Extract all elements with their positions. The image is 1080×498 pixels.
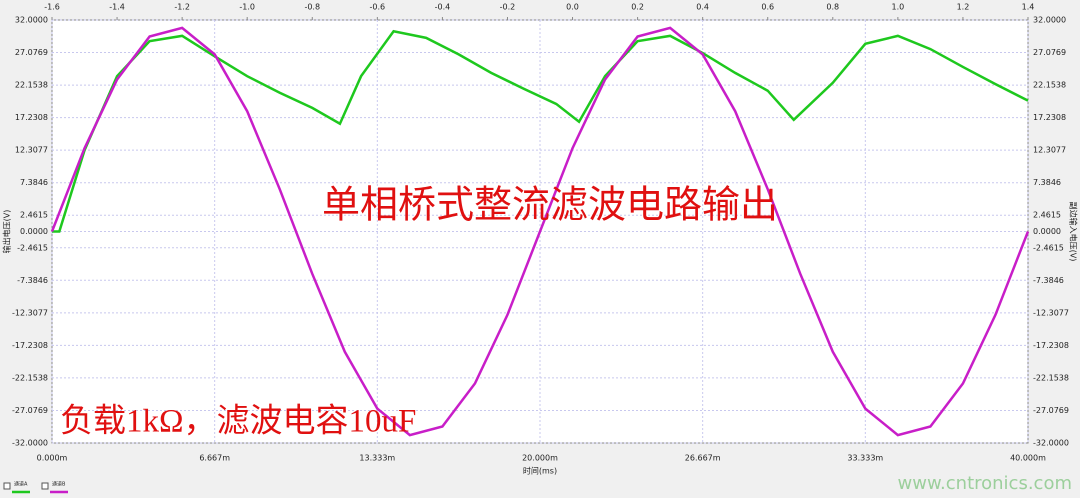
x2-tick-label: -0.4 bbox=[435, 3, 451, 12]
y2-tick-label: -22.1538 bbox=[1033, 373, 1069, 382]
x2-tick-label: 0.2 bbox=[631, 3, 644, 12]
x2-tick-label: -0.2 bbox=[500, 3, 516, 12]
series-line bbox=[52, 29, 1029, 233]
y2-tick-label: 7.3846 bbox=[1033, 178, 1061, 187]
y2-tick-label: 17.2308 bbox=[1033, 113, 1066, 122]
y2-tick-label: -32.0000 bbox=[1033, 439, 1069, 448]
y-tick-label: 0.0000 bbox=[20, 227, 48, 236]
y2-tick-label: 32.0000 bbox=[1033, 16, 1066, 25]
y2-tick-label: 0.0000 bbox=[1033, 227, 1061, 236]
y2-tick-label: -7.3846 bbox=[1033, 276, 1064, 285]
y-tick-label: -7.3846 bbox=[17, 276, 48, 285]
x-tick-label: 20.000m bbox=[522, 454, 558, 463]
x2-tick-label: -1.2 bbox=[174, 3, 190, 12]
y-tick-label: 2.4615 bbox=[20, 211, 48, 220]
x2-tick-label: 0.0 bbox=[566, 3, 579, 12]
legend-box bbox=[41, 482, 49, 490]
x2-tick-label: -0.6 bbox=[370, 3, 386, 12]
y-tick-label: 32.0000 bbox=[15, 16, 48, 25]
x2-tick-label: 1.4 bbox=[1022, 3, 1035, 12]
y2-tick-label: 27.0769 bbox=[1033, 48, 1066, 57]
annotation: 负载1kΩ，滤波电容10uF bbox=[60, 403, 416, 440]
annotation: 单相桥式整流滤波电路输出 bbox=[322, 185, 778, 227]
y2-tick-label: 2.4615 bbox=[1033, 211, 1061, 220]
x-axis-label: 时间(ms) bbox=[523, 466, 557, 476]
x2-tick-label: 1.2 bbox=[957, 3, 970, 12]
x2-tick-label: 0.4 bbox=[696, 3, 709, 12]
y-axis-label: 输出电压(V) bbox=[2, 210, 12, 254]
legend-label: 通道A bbox=[14, 481, 28, 488]
y2-tick-label: -12.3077 bbox=[1033, 308, 1069, 317]
x-tick-label: 33.333m bbox=[847, 454, 883, 463]
y2-axis-label: 副边输入电压(V) bbox=[1069, 202, 1079, 262]
x-tick-label: 0.000m bbox=[37, 454, 68, 463]
x2-tick-label: -1.6 bbox=[44, 3, 60, 12]
y-tick-label: 17.2308 bbox=[15, 113, 48, 122]
y-tick-label: 27.0769 bbox=[15, 48, 48, 57]
x2-tick-label: -1.0 bbox=[239, 3, 255, 12]
y-tick-label: -27.0769 bbox=[12, 406, 48, 415]
x2-tick-label: 0.6 bbox=[761, 3, 774, 12]
legend-label: 通道B bbox=[52, 481, 66, 488]
x-tick-label: 13.333m bbox=[359, 454, 395, 463]
y2-tick-label: -27.0769 bbox=[1033, 406, 1069, 415]
x2-tick-label: -0.8 bbox=[304, 3, 320, 12]
y-tick-label: 12.3077 bbox=[15, 146, 48, 155]
x2-tick-label: -1.4 bbox=[109, 3, 125, 12]
series-line bbox=[50, 26, 1030, 437]
y-tick-label: -22.1538 bbox=[12, 373, 48, 382]
y-tick-label: -17.2308 bbox=[12, 341, 48, 350]
x-tick-label: 26.667m bbox=[685, 454, 721, 463]
x2-tick-label: 0.8 bbox=[826, 3, 839, 12]
y-tick-label: -2.4615 bbox=[17, 243, 48, 252]
y2-tick-label: 12.3077 bbox=[1033, 146, 1066, 155]
y2-tick-label: 22.1538 bbox=[1033, 81, 1066, 90]
y-tick-label: -12.3077 bbox=[12, 308, 48, 317]
x-tick-label: 40.000m bbox=[1010, 454, 1046, 463]
x-tick-label: 6.667m bbox=[199, 454, 230, 463]
y-tick-label: 7.3846 bbox=[20, 178, 48, 187]
y2-tick-label: -17.2308 bbox=[1033, 341, 1069, 350]
watermark: www.cntronics.com bbox=[898, 473, 1072, 494]
legend-box bbox=[3, 482, 11, 490]
y2-tick-label: -2.4615 bbox=[1033, 243, 1064, 252]
y-tick-label: 22.1538 bbox=[15, 81, 48, 90]
x2-tick-label: 1.0 bbox=[891, 3, 904, 12]
y-tick-label: -32.0000 bbox=[12, 439, 48, 448]
